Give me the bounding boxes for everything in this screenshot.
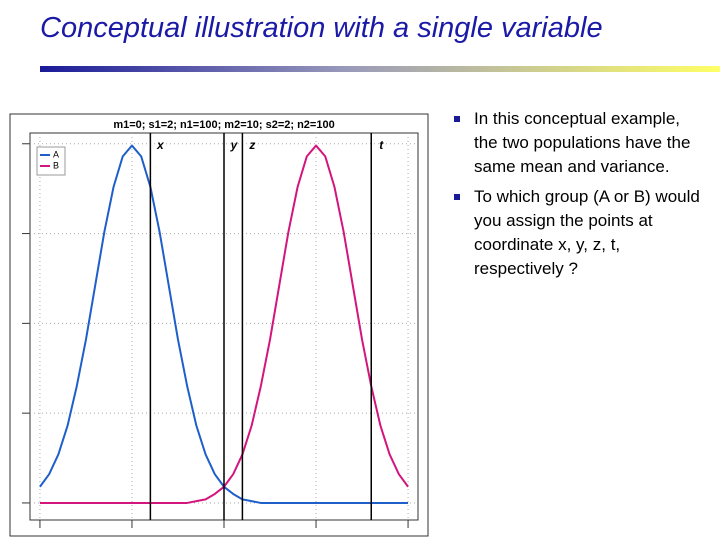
chart-title: m1=0; s1=2; n1=100; m2=10; s2=2; n2=100 bbox=[113, 119, 334, 131]
chart: m1=0; s1=2; n1=100; m2=10; s2=2; n2=100 … bbox=[9, 113, 429, 537]
bullet-list: In this conceptual example, the two popu… bbox=[452, 107, 702, 287]
title-underline bbox=[40, 66, 720, 72]
slide-title: Conceptual illustration with a single va… bbox=[40, 12, 603, 44]
marker-label: t bbox=[379, 138, 384, 152]
legend-box bbox=[36, 146, 66, 176]
chart-frame bbox=[9, 113, 429, 537]
marker-label: x bbox=[156, 138, 165, 152]
legend-label: B bbox=[53, 160, 59, 170]
bullet: To which group (A or B) would you assign… bbox=[452, 185, 702, 281]
marker-label: z bbox=[248, 138, 255, 152]
bullet: In this conceptual example, the two popu… bbox=[452, 107, 702, 179]
marker-label: y bbox=[230, 138, 239, 152]
legend-label: A bbox=[53, 149, 59, 159]
